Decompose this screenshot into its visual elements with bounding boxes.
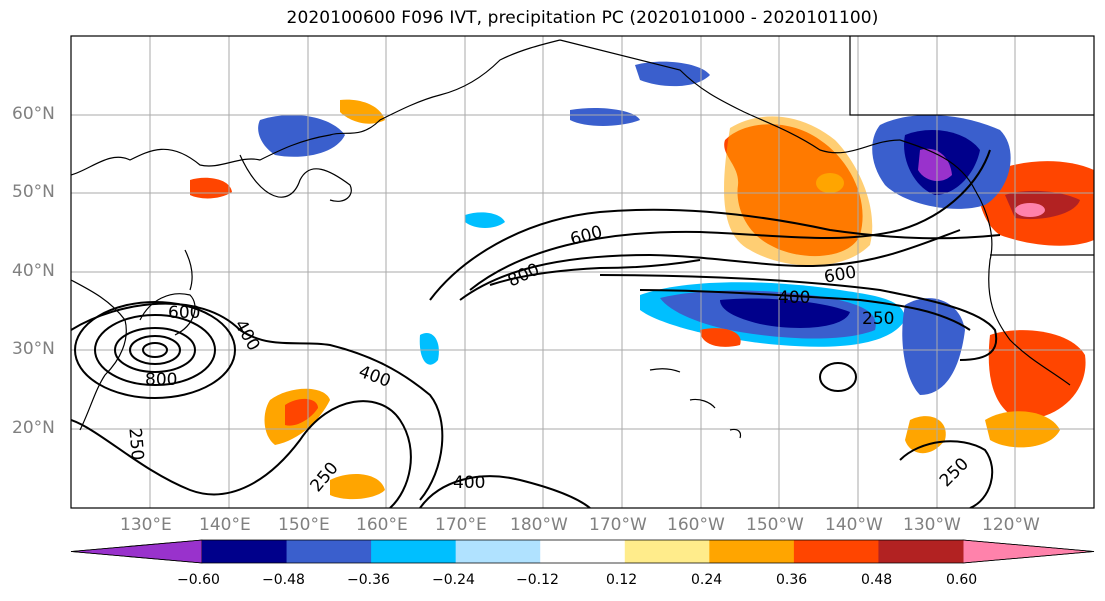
contour-label: 400 [453, 473, 485, 493]
colorbar-cell [202, 540, 288, 563]
lon-label: 140°W [825, 515, 883, 535]
coastlines [71, 36, 1094, 439]
colorbar-tick-label: 0.12 [606, 572, 638, 588]
precip-fill-layer [190, 61, 1094, 500]
map-title: 2020100600 F096 IVT, precipitation PC (2… [286, 8, 879, 28]
colorbar-extend-max [962, 539, 1095, 564]
colorbar-tick-label: 0.36 [776, 572, 808, 588]
lat-label: 60°N [12, 104, 55, 124]
lon-label: 120°W [982, 515, 1040, 535]
lon-label: 150°W [746, 515, 804, 535]
colorbar-tick-label: 0.24 [691, 572, 723, 588]
lon-label: 170°W [589, 515, 647, 535]
ivt-contours [71, 149, 1001, 508]
lon-label: 160°E [356, 515, 408, 535]
lon-label: 140°E [199, 515, 251, 535]
colorbar-outline [70, 539, 1095, 564]
colorbar-cell [624, 540, 710, 563]
colorbar-tick-label: −0.24 [432, 572, 475, 588]
lon-label: 150°E [278, 515, 330, 535]
colorbar-cell [709, 540, 795, 563]
contour-label: 800 [145, 370, 177, 390]
lat-label: 50°N [12, 182, 55, 202]
colorbar-cell [455, 540, 541, 563]
colorbar-cell [286, 540, 372, 563]
colorbar-tick-label: 0.48 [861, 572, 893, 588]
lon-label: 130°W [903, 515, 961, 535]
lat-label: 30°N [12, 339, 55, 359]
lon-label: 130°E [120, 515, 172, 535]
contour-label: 250 [862, 309, 894, 329]
map-frame [70, 35, 1095, 509]
colorbar-cell [878, 540, 964, 563]
colorbar-tick-label: −0.36 [347, 572, 390, 588]
colorbar-cell [371, 540, 457, 563]
colorbar-tick-label: −0.60 [177, 572, 220, 588]
colorbar-tick-label: −0.48 [262, 572, 305, 588]
lon-label: 180°W [510, 515, 568, 535]
colorbar-tick-label: 0.60 [946, 572, 978, 588]
lon-label: 170°E [435, 515, 487, 535]
lat-label: 20°N [12, 418, 55, 438]
contour-label: 400 [778, 288, 810, 308]
contour-label: 600 [168, 303, 200, 323]
colorbar-extend-min [70, 539, 203, 564]
lon-label: 160°W [667, 515, 725, 535]
colorbar-cell [540, 540, 626, 563]
contour-label: 250 [124, 427, 147, 461]
colorbar-tick-label: −0.12 [516, 572, 559, 588]
lat-label: 40°N [12, 261, 55, 281]
colorbar-cell [793, 540, 879, 563]
